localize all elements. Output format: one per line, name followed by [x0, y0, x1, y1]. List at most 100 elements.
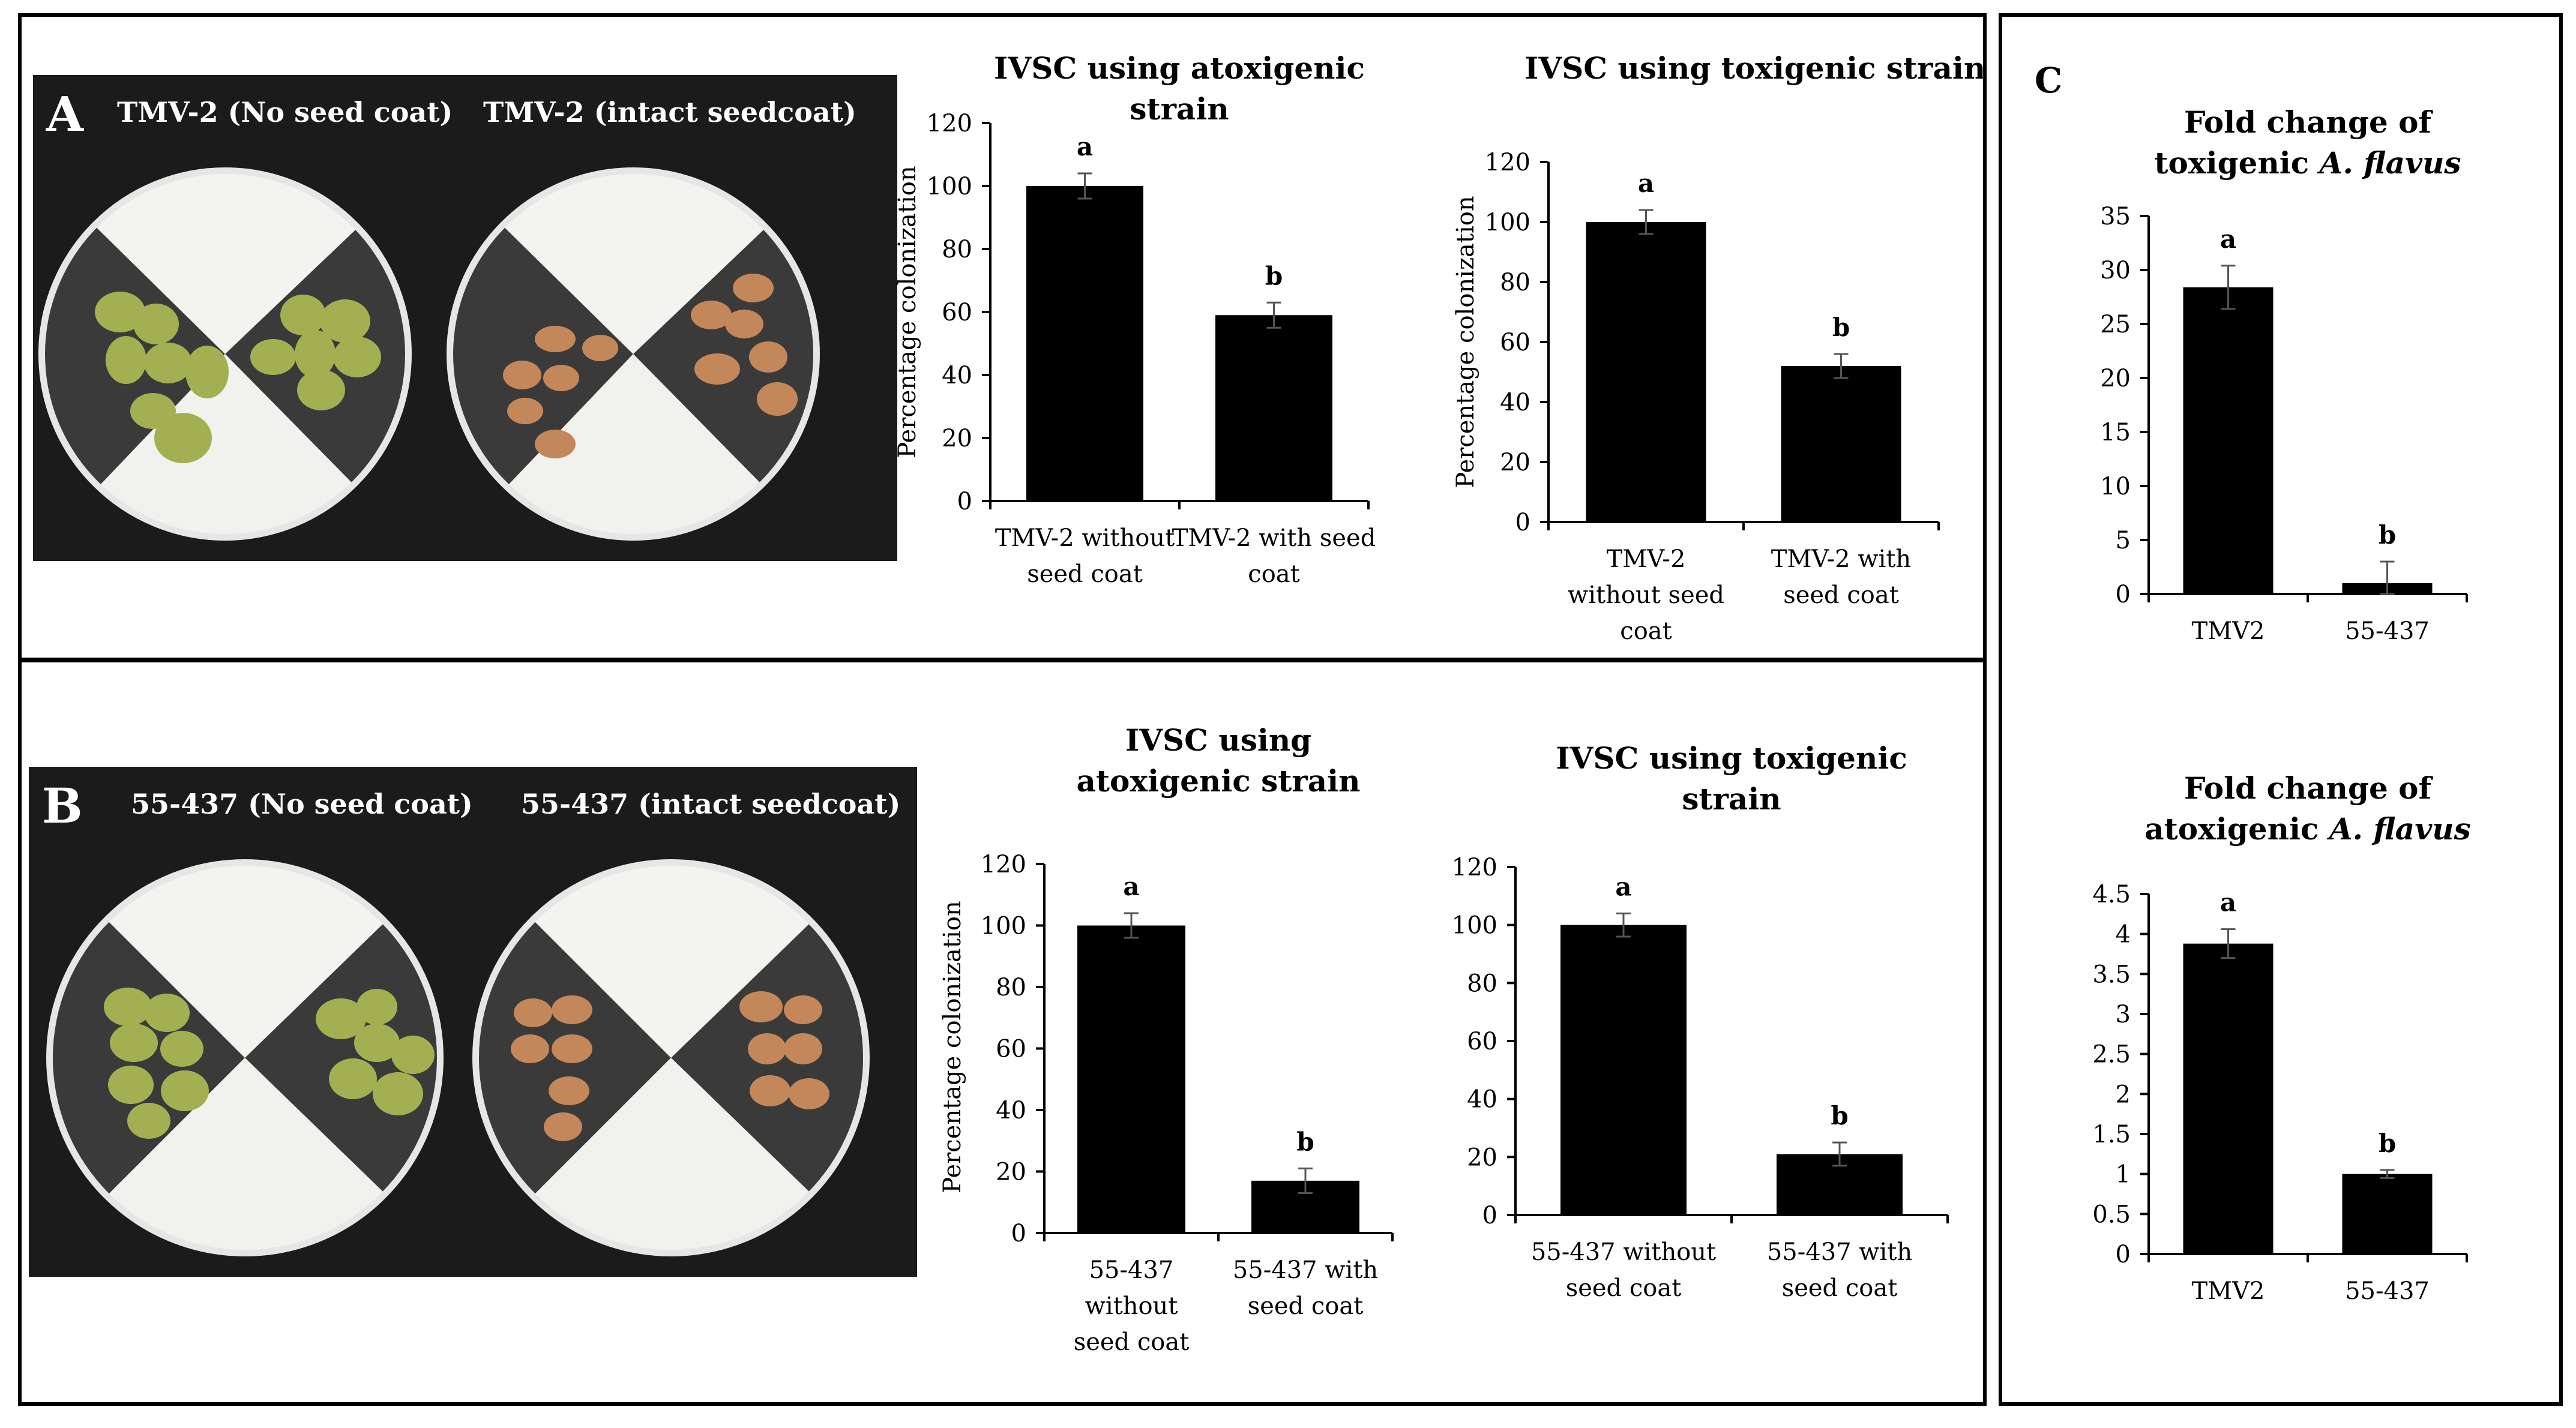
bar: [1077, 925, 1185, 1233]
y-tick-label: 0: [957, 488, 972, 515]
bar: [2183, 287, 2274, 594]
y-tick-label: 80: [996, 974, 1026, 1001]
y-tick-label: 2: [2116, 1081, 2131, 1108]
photo-caption-left: 55-437 (No seed coat): [131, 788, 473, 820]
chart-svg: 0 20 40 60 80 100 120 a 55-437 without seed coat b…: [1452, 854, 1949, 1302]
y-tick-label: 100: [981, 913, 1026, 940]
y-tick-label: 20: [996, 1159, 1026, 1186]
x-category-label: TMV2: [2192, 617, 2265, 645]
y-tick-label: 0: [1482, 1202, 1497, 1229]
x-category-label: seed coat: [1074, 1328, 1190, 1356]
y-tick-label: 100: [1485, 209, 1530, 236]
y-tick-label: 20: [1500, 449, 1530, 476]
y-axis-label: Percentage colonization: [894, 166, 921, 458]
x-category-label: coat: [1248, 560, 1299, 588]
significance-letter: b: [1296, 1127, 1314, 1156]
significance-letter: b: [1265, 261, 1283, 290]
x-category-label: TMV-2 without: [995, 524, 1175, 552]
chart-title: IVSC using toxigenic strain: [1524, 48, 1986, 89]
y-tick-label: 60: [1500, 329, 1530, 356]
chart-title-line: strain: [1130, 91, 1229, 127]
bar: [2183, 943, 2274, 1254]
y-axis-label: Percentage colonization: [939, 901, 966, 1193]
moldy-seeds: [95, 292, 381, 463]
y-tick-label: 80: [1467, 970, 1497, 997]
x-category-label: 55-437: [2345, 1277, 2430, 1305]
significance-letter: a: [1077, 132, 1093, 161]
significance-letter: b: [1831, 1101, 1848, 1130]
significance-letter: a: [1615, 872, 1631, 901]
y-tick-label: 4: [2116, 921, 2131, 949]
x-category-label: 55-437 with: [1233, 1256, 1378, 1284]
chart-title-line: Fold change of: [2183, 770, 2432, 806]
moldy-seeds: [104, 988, 435, 1139]
y-tick-label: 100: [1452, 912, 1497, 940]
chart-a-atoxigenic: IVSC using atoxigenic strain 0 20 40 60 80 100 1…: [888, 48, 1428, 606]
panel-c-frame: [1999, 13, 2563, 1406]
chart-title: IVSC using atoxigenic strain: [966, 48, 1392, 129]
y-tick-label: 4.5: [2092, 881, 2131, 908]
y-tick-label: 15: [2100, 419, 2131, 446]
chart-b-atoxigenic: IVSC using atoxigenic strain 0 20 40 60 80 100 1…: [924, 720, 1428, 1368]
y-tick-label: 10: [2100, 473, 2131, 500]
photo-caption-left: TMV-2 (No seed coat): [117, 96, 453, 128]
peanut-kernels: [503, 274, 798, 458]
y-tick-label: 40: [996, 1097, 1026, 1124]
peanut-kernels: [511, 991, 829, 1141]
y-tick-label: 3.5: [2092, 961, 2131, 988]
chart-svg: 0 0.5 1 1.5 2 2.5 3 3.5 4 4.5 a TMV2 b 55-437: [2092, 881, 2468, 1305]
chart-title-line: strain: [1682, 781, 1781, 817]
photo-caption-right: TMV-2 (intact seedcoat): [483, 96, 856, 128]
y-tick-label: 0: [1515, 509, 1530, 536]
y-tick-label: 60: [1467, 1028, 1497, 1055]
chart-title-line: IVSC using atoxigenic: [994, 50, 1365, 86]
x-category-label: 55-437 with: [1767, 1238, 1912, 1266]
bar: [1215, 315, 1332, 501]
x-category-label: without seed: [1568, 581, 1724, 609]
y-tick-label: 40: [1500, 389, 1530, 416]
y-tick-label: 120: [927, 110, 972, 137]
y-tick-label: 0: [1011, 1220, 1026, 1247]
panel-label: C: [2035, 60, 2063, 101]
y-tick-label: 60: [996, 1036, 1026, 1063]
y-tick-label: 35: [2100, 203, 2131, 230]
panel-label: A: [46, 86, 84, 142]
chart-title-line: IVSC using toxigenic: [1556, 740, 1907, 776]
chart-title-line: toxigenic A. flavus: [2154, 145, 2461, 181]
chart-svg: 0 20 40 60 80 100 120 a TMV-2 without seed coat b TM…: [1452, 149, 1940, 645]
panel-a-photo: A TMV-2 (No seed coat) TMV-2 (intact see…: [33, 75, 897, 561]
y-tick-label: 120: [1485, 149, 1530, 176]
bar: [2342, 1174, 2433, 1254]
chart-a-toxigenic: IVSC using toxigenic strain 0 20 40 60 80 100 1…: [1440, 48, 1986, 648]
x-category-label: seed coat: [1783, 581, 1899, 609]
significance-letter: a: [1123, 872, 1139, 901]
x-category-label: coat: [1620, 617, 1672, 645]
chart-title-line: IVSC using toxigenic strain: [1524, 50, 1986, 86]
chart-c-atoxigenic-fold-change: Fold change of atoxigenic A. flavus 0 0.5 1 1…: [2065, 768, 2533, 1338]
x-category-label: seed coat: [1027, 560, 1143, 588]
bar: [1026, 186, 1143, 501]
y-tick-label: 0: [2116, 581, 2131, 608]
y-tick-label: 2.5: [2092, 1041, 2131, 1069]
x-category-label: TMV-2 with seed: [1172, 524, 1376, 552]
chart-title: IVSC using toxigenic strain: [1491, 738, 1972, 819]
y-tick-label: 25: [2100, 311, 2131, 338]
y-tick-label: 20: [942, 425, 972, 452]
y-tick-label: 0.5: [2092, 1201, 2131, 1228]
chart-svg: 0 20 40 60 80 100 120 a TMV-2 without seed coat b T…: [894, 110, 1376, 588]
y-tick-label: 60: [942, 299, 972, 326]
chart-svg: 0 20 40 60 80 100 120 a 55-437 without seed coat b 5…: [939, 851, 1394, 1356]
chart-title-line: Fold change of: [2183, 104, 2432, 140]
panel-label: B: [42, 778, 83, 834]
x-category-label: TMV2: [2192, 1277, 2265, 1305]
significance-letter: a: [1638, 169, 1654, 198]
y-tick-label: 100: [927, 173, 972, 200]
chart-title-line: IVSC using: [1125, 722, 1312, 758]
y-tick-label: 20: [2100, 365, 2131, 392]
chart-title: IVSC using atoxigenic strain: [1020, 720, 1416, 801]
y-tick-label: 20: [1467, 1144, 1497, 1171]
x-category-label: seed coat: [1782, 1274, 1898, 1302]
chart-title-line: atoxigenic strain: [1076, 763, 1361, 799]
chart-title-line: atoxigenic A. flavus: [2144, 811, 2471, 847]
y-axis-label: Percentage colonization: [1452, 196, 1479, 488]
